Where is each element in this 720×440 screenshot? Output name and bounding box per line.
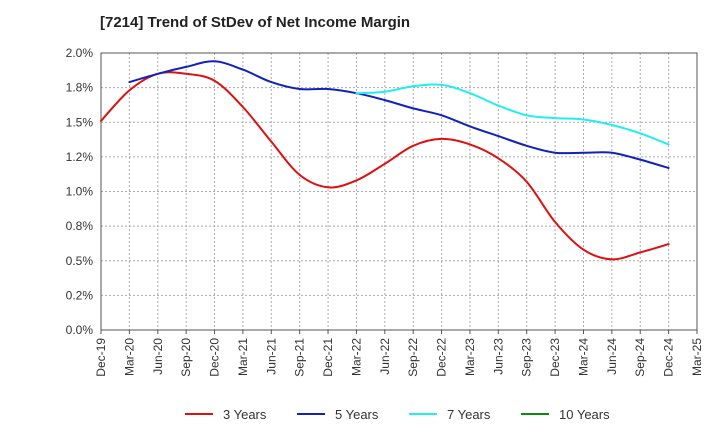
legend-label-2: 5 Years: [335, 407, 379, 422]
x-tick-label: Jun-20: [151, 338, 165, 375]
legend-label-4: 10 Years: [559, 407, 610, 422]
y-tick-label: 0.2%: [66, 288, 94, 302]
x-tick-label: Mar-24: [576, 338, 590, 376]
x-tick-label: Jun-21: [264, 338, 278, 375]
chart-title: [7214] Trend of StDev of Net Income Marg…: [100, 14, 411, 31]
x-tick-label: Mar-22: [349, 338, 363, 376]
series-line-1: [100, 71, 670, 261]
x-tick-label: Sep-24: [633, 338, 647, 377]
x-tick-label: Mar-23: [463, 338, 477, 376]
y-tick-label: 0.8%: [66, 219, 94, 233]
series-line-2: [128, 60, 670, 169]
x-tick-label: Dec-22: [435, 338, 449, 377]
x-tick-label: Dec-19: [94, 338, 108, 377]
x-tick-label: Dec-20: [208, 338, 222, 377]
x-tick-label: Mar-25: [690, 338, 704, 376]
y-tick-label: 1.2%: [66, 150, 94, 164]
y-tick-label: 1.8%: [66, 81, 94, 95]
legend-label-1: 3 Years: [223, 407, 267, 422]
legend-label-3: 7 Years: [447, 407, 491, 422]
x-tick-label: Sep-21: [293, 338, 307, 377]
x-tick-label: Jun-22: [378, 338, 392, 375]
series-line-3: [355, 83, 670, 146]
x-tick-label: Dec-23: [548, 338, 562, 377]
y-tick-label: 2.0%: [66, 46, 94, 60]
x-tick-label: Sep-23: [520, 338, 534, 377]
y-tick-label: 0.5%: [66, 254, 94, 268]
x-tick-label: Jun-23: [491, 338, 505, 375]
x-tick-label: Sep-22: [406, 338, 420, 377]
x-tick-label: Mar-21: [236, 338, 250, 376]
x-tick-label: Sep-20: [179, 338, 193, 377]
plot-border: [100, 52, 698, 331]
y-tick-label: 1.5%: [66, 115, 94, 129]
y-tick-label: 0.0%: [66, 323, 94, 337]
y-tick-label: 1.0%: [66, 185, 94, 199]
x-tick-label: Dec-24: [662, 338, 676, 377]
x-tick-label: Jun-24: [605, 338, 619, 375]
x-tick-label: Mar-20: [122, 338, 136, 376]
x-tick-label: Dec-21: [321, 338, 335, 377]
